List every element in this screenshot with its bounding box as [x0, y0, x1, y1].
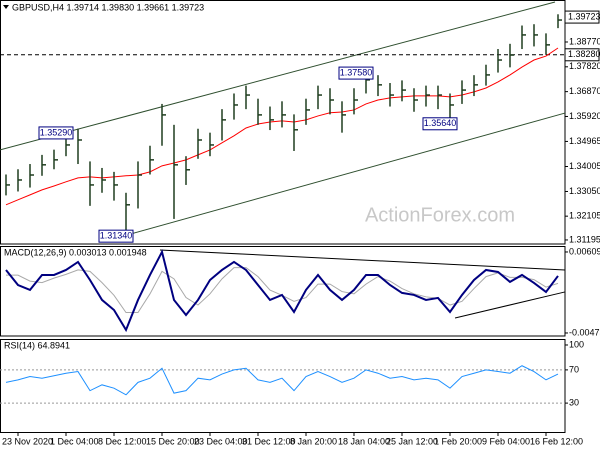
y-tick-label: 1.31195	[569, 234, 600, 244]
price-annotation: 1.35640	[424, 118, 457, 128]
channel-line	[0, 1, 556, 151]
y-tick-label: 1.38770	[569, 36, 600, 46]
y-tick-label: 1.34005	[569, 161, 600, 171]
macd-panel-frame	[0, 246, 566, 337]
macd-main	[5, 249, 559, 333]
last-price-box	[564, 10, 600, 24]
x-tick-label: 15 Dec 20:00	[146, 436, 200, 446]
y-tick-label: 1.34965	[569, 136, 600, 146]
x-tick-label: 9 Feb 04:00	[482, 436, 530, 446]
panel-title: RSI(14) 64.8941	[4, 340, 70, 350]
menu-triangle	[3, 5, 9, 9]
channel-line	[119, 112, 566, 238]
x-tick-label: 1 Dec 04:00	[50, 436, 99, 446]
last-price-label: 1.39723	[568, 11, 600, 21]
y-tick-label: 1.32105	[569, 211, 600, 221]
macd-trendline	[454, 291, 566, 319]
x-tick-label: 8 Jan 20:00	[290, 436, 337, 446]
y-tick-label: 1.35920	[569, 111, 600, 121]
price-annotation-box	[338, 66, 374, 80]
panel-title: MACD(12,26,9) 0.003013 0.001948	[4, 247, 147, 257]
panel-title: GBPUSD,H4 1.39714 1.39830 1.39661 1.3972…	[12, 2, 204, 12]
price-panel-frame	[0, 0, 566, 245]
x-tick-label: 18 Jan 04:00	[338, 436, 390, 446]
price-annotation: 1.37580	[340, 67, 373, 77]
level-box	[564, 48, 600, 62]
price-annotation: 1.35290	[40, 127, 73, 137]
y-tick-label: 100	[569, 339, 584, 349]
x-tick-label: 23 Dec 04:00	[194, 436, 248, 446]
level-label: 1.38280	[568, 49, 600, 59]
rsi-line	[5, 365, 559, 396]
y-tick-label: 1.37820	[569, 61, 600, 71]
y-tick-label: 1.36870	[569, 86, 600, 96]
x-tick-label: 1 Feb 20:00	[434, 436, 482, 446]
x-tick-label: 8 Dec 12:00	[98, 436, 147, 446]
y-tick-label: -0.004736	[569, 327, 600, 337]
macd-trendline	[159, 249, 565, 271]
price-annotation-box	[38, 126, 74, 140]
y-tick-label: 0.006095	[569, 246, 600, 256]
watermark: ActionForex.com	[365, 204, 515, 226]
price-annotation-box	[422, 117, 458, 131]
price-annotation: 1.31340	[100, 231, 133, 241]
x-tick-label: 25 Jan 12:00	[386, 436, 438, 446]
rsi-panel-frame	[0, 339, 566, 433]
x-tick-label: 31 Dec 12:00	[242, 436, 296, 446]
y-tick-label: 70	[569, 364, 579, 374]
y-tick-label: 30	[569, 397, 579, 407]
x-tick-label: 16 Feb 12:00	[530, 436, 583, 446]
price-annotation-box	[98, 229, 134, 243]
x-tick-label: 23 Nov 2020	[2, 436, 53, 446]
y-tick-label: 1.33050	[569, 186, 600, 196]
